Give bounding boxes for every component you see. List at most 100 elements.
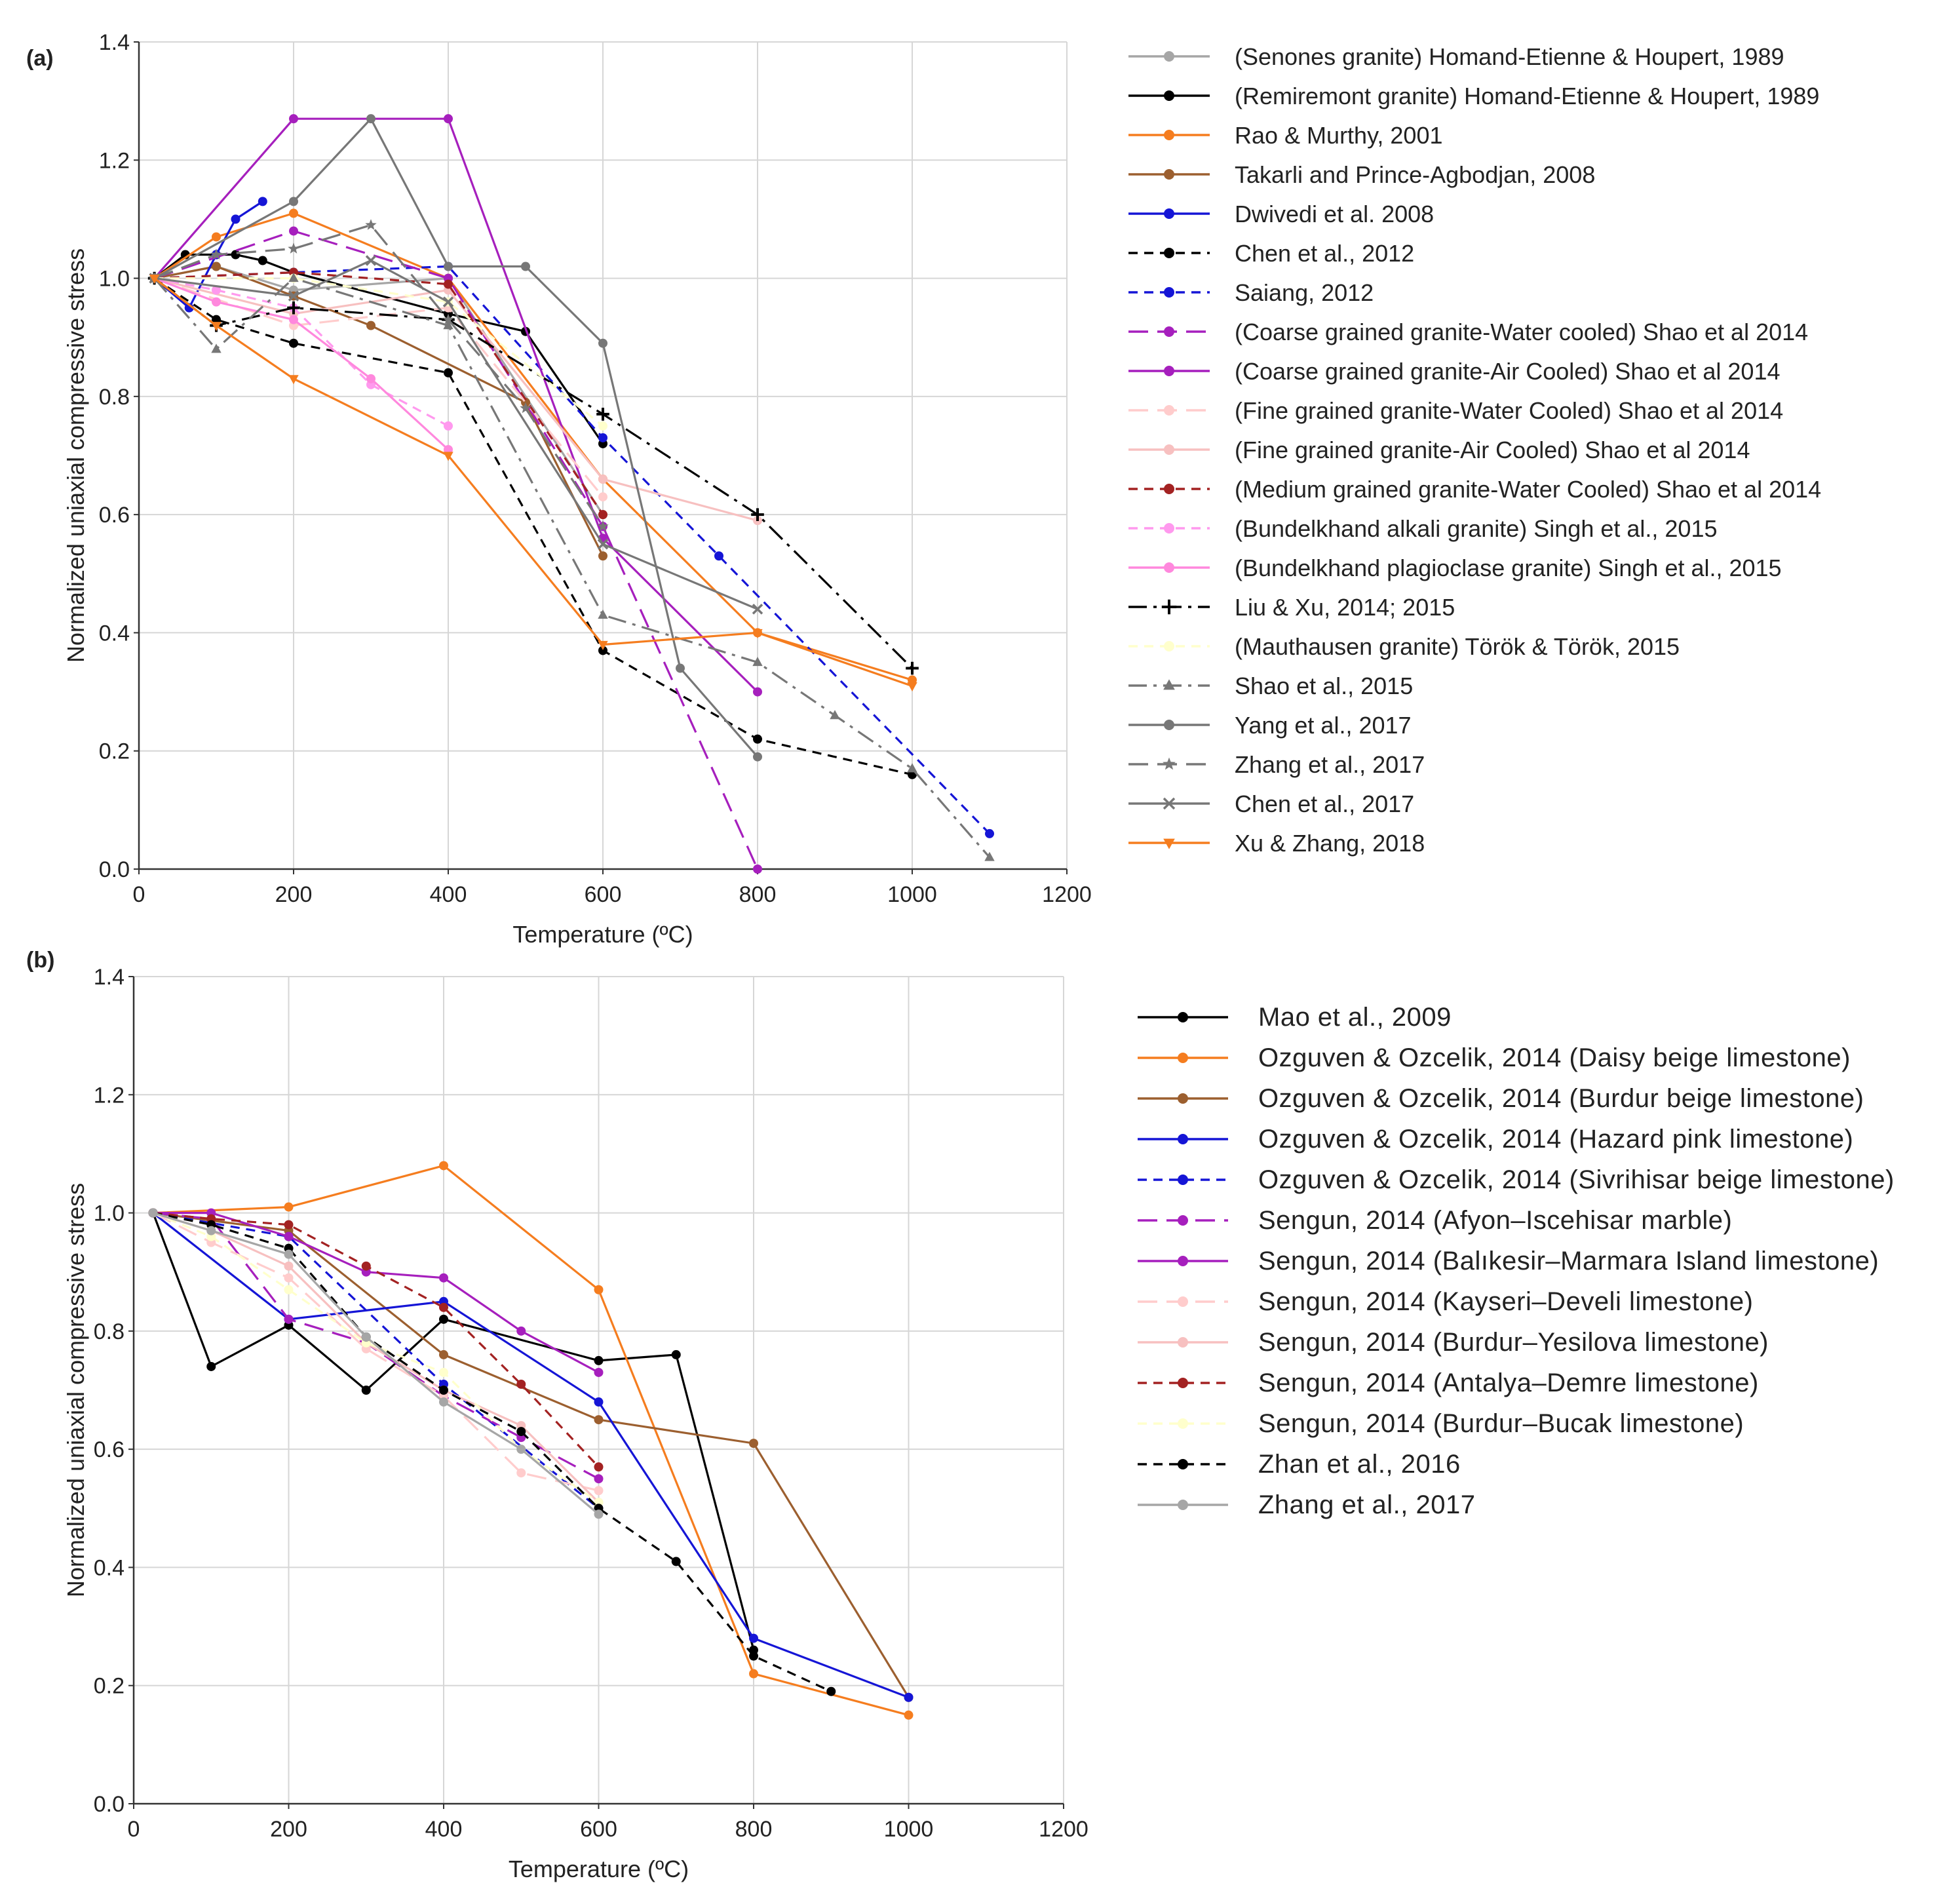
y-tick-label: 0.6 — [94, 1437, 125, 1462]
y-tick-label: 0.6 — [99, 503, 130, 528]
x-tick-label: 800 — [739, 882, 777, 907]
legend-label: (Fine grained granite-Air Cooled) Shao e… — [1235, 437, 1750, 463]
data-point — [366, 374, 376, 383]
y-tick-label: 0.0 — [94, 1792, 125, 1817]
x-tick-label: 200 — [275, 882, 313, 907]
legend-entry: Sengun, 2014 (Afyon–Iscehisar marble) — [1138, 1206, 1732, 1235]
data-point — [444, 368, 453, 378]
legend-marker — [1178, 1134, 1188, 1144]
data-point — [443, 320, 453, 330]
legend-marker — [1164, 90, 1174, 101]
legend-label: Saiang, 2012 — [1235, 279, 1374, 306]
data-point — [984, 851, 995, 861]
legend-label: Liu & Xu, 2014; 2015 — [1235, 594, 1455, 621]
data-point — [598, 421, 607, 431]
legend-label: (Senones granite) Homand-Etienne & Houpe… — [1235, 43, 1784, 70]
data-point — [594, 1486, 604, 1496]
series-line — [154, 271, 604, 515]
panel-label: (b) — [26, 948, 54, 973]
data-point — [520, 402, 531, 414]
series-line — [153, 117, 759, 758]
data-point — [444, 279, 453, 289]
legend-entry: (Medium grained granite-Water Cooled) Sh… — [1128, 476, 1821, 503]
data-point — [288, 290, 299, 301]
legend-marker — [1164, 523, 1174, 534]
data-point — [439, 1367, 448, 1377]
legend-label: (Coarse grained granite-Air Cooled) Shao… — [1235, 358, 1780, 385]
legend-marker — [1178, 1215, 1188, 1226]
data-point — [749, 1669, 758, 1679]
legend-label: Sengun, 2014 (Antalya–Demre limestone) — [1258, 1369, 1759, 1397]
legend-entry: Ozguven & Ozcelik, 2014 (Burdur beige li… — [1138, 1084, 1864, 1113]
data-point — [210, 248, 222, 260]
data-point — [258, 256, 267, 265]
data-point — [366, 114, 376, 124]
data-point — [231, 250, 241, 260]
data-point — [904, 1692, 914, 1702]
legend-label: Xu & Zhang, 2018 — [1235, 830, 1425, 857]
x-tick-label: 400 — [430, 882, 467, 907]
legend-marker — [1178, 1500, 1188, 1510]
data-point — [206, 1361, 216, 1371]
legend-entry: Chen et al., 2017 — [1128, 790, 1414, 817]
data-point — [597, 520, 609, 532]
panel-a: (a) 0 200 400 600 800 1000 1200 0.0 0.2 0.4 0.6 0.8 1… — [26, 30, 1821, 948]
data-point — [289, 226, 298, 236]
data-point — [594, 1285, 604, 1294]
y-axis-label: Normalized uniaxial compressive stress — [62, 248, 89, 663]
legend-marker — [1164, 444, 1174, 455]
legend-label: Sengun, 2014 (Afyon–Iscehisar marble) — [1258, 1206, 1732, 1235]
data-point — [753, 734, 762, 744]
data-point — [751, 508, 764, 521]
data-point — [439, 1386, 448, 1395]
legend-marker — [1178, 1093, 1188, 1104]
legend-entry: Sengun, 2014 (Burdur–Bucak limestone) — [1138, 1409, 1744, 1438]
data-point — [365, 219, 377, 230]
legend-label: Zhang et al., 2017 — [1258, 1490, 1475, 1519]
data-point — [284, 1249, 294, 1259]
data-point — [598, 492, 607, 502]
legend-entry: (Mauthausen granite) Török & Török, 2015 — [1128, 633, 1680, 660]
legend-label: Ozguven & Ozcelik, 2014 (Sivrihisar beig… — [1258, 1165, 1895, 1194]
legend-marker — [1178, 1459, 1188, 1469]
series-20 — [149, 255, 763, 615]
data-point — [516, 1468, 526, 1478]
legend-entry: (Bundelkhand plagioclase granite) Singh … — [1128, 554, 1782, 581]
legend-marker — [1163, 757, 1176, 770]
legend-label: Sengun, 2014 (Kayseri–Develi limestone) — [1258, 1287, 1753, 1316]
legend-entry: Mao et al., 2009 — [1138, 1003, 1452, 1032]
data-point — [594, 1509, 604, 1519]
data-point — [671, 1557, 681, 1566]
legend-marker — [1178, 1256, 1188, 1266]
legend-label: Sengun, 2014 (Burdur–Bucak limestone) — [1258, 1409, 1744, 1438]
data-point — [444, 421, 453, 431]
data-point — [516, 1427, 526, 1437]
data-point — [749, 1633, 758, 1643]
legend-label: Mao et al., 2009 — [1258, 1003, 1452, 1032]
data-point — [749, 1439, 758, 1448]
data-point — [284, 1220, 294, 1230]
data-point — [598, 609, 608, 619]
data-point — [258, 197, 267, 206]
data-point — [598, 640, 608, 650]
legend-label: Zhan et al., 2016 — [1258, 1450, 1461, 1479]
data-point — [830, 710, 840, 720]
data-point — [366, 321, 376, 330]
legend-label: Sengun, 2014 (Balıkesir–Marmara Island l… — [1258, 1247, 1879, 1275]
y-axis-label: Normalized uniaxial compressive stress — [62, 1183, 89, 1597]
legend-entry: Saiang, 2012 — [1128, 279, 1374, 306]
legend-label: Yang et al., 2017 — [1235, 712, 1412, 739]
legend-label: (Bundelkhand plagioclase granite) Singh … — [1235, 554, 1782, 581]
legend-entry: Takarli and Prince-Agbodjan, 2008 — [1128, 161, 1595, 188]
panel-label: (a) — [26, 46, 54, 71]
y-tick-label: 0.4 — [99, 621, 130, 646]
data-point — [594, 1355, 604, 1365]
data-point — [361, 1261, 371, 1271]
legend-marker — [1163, 797, 1176, 810]
legend-entry: Zhang et al., 2017 — [1138, 1490, 1475, 1519]
data-point — [594, 1367, 604, 1377]
series-line — [153, 1212, 600, 1509]
legend-entry: Rao & Murthy, 2001 — [1128, 122, 1443, 149]
legend-label: Sengun, 2014 (Burdur–Yesilova limestone) — [1258, 1328, 1769, 1357]
legend-entry: (Bundelkhand alkali granite) Singh et al… — [1128, 515, 1718, 542]
